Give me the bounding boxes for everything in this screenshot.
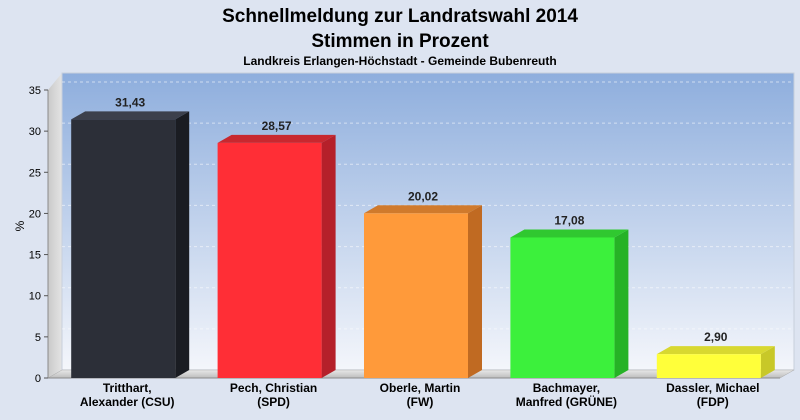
chart-subtitle: Landkreis Erlangen-Höchstadt - Gemeinde …	[243, 54, 556, 68]
bar: 2,90	[656, 330, 775, 378]
bar-value-label: 17,08	[554, 213, 584, 227]
chart-title: Schnellmeldung zur Landratswahl 2014	[222, 6, 578, 27]
bar-top-face	[71, 111, 190, 120]
bar-value-label: 28,57	[262, 119, 292, 133]
x-tick-label: Bachmayer,	[533, 381, 600, 395]
x-tick-label: Alexander (CSU)	[80, 395, 175, 409]
y-tick-label: 35	[29, 85, 41, 97]
y-tick-label: 10	[29, 291, 41, 303]
y-tick-label: 20	[29, 208, 41, 220]
x-tick-label: (FW)	[407, 395, 434, 409]
y-tick-label: 5	[35, 332, 41, 344]
y-tick-label: 30	[29, 126, 41, 138]
x-tick-label: (SPD)	[257, 395, 290, 409]
x-tick-label: Pech, Christian	[230, 381, 317, 395]
bar-front-face	[71, 119, 176, 378]
bar-front-face	[217, 142, 322, 378]
y-tick-label: 0	[35, 373, 41, 385]
chart-title-line-2: Stimmen in Prozent	[311, 31, 489, 52]
bar-top-face	[217, 134, 336, 143]
y-tick-label: 15	[29, 250, 41, 262]
bar: 28,57	[217, 119, 336, 378]
bar-front-face	[656, 354, 761, 378]
y-axis-label: %	[13, 220, 27, 231]
bar-top-face	[510, 229, 629, 238]
bar-top-face	[364, 205, 482, 214]
bar: 31,43	[71, 95, 190, 378]
x-tick-label: Oberle, Martin	[380, 381, 461, 395]
bar-side-face	[175, 111, 190, 378]
plot-side-wall	[48, 73, 62, 378]
bar: 17,08	[510, 213, 629, 378]
bar: 20,02	[364, 189, 482, 378]
x-tick-label: (FDP)	[697, 395, 729, 409]
bar-value-label: 20,02	[408, 189, 438, 203]
bar-side-face	[321, 134, 336, 378]
bar-side-face	[468, 205, 482, 378]
bar-top-face	[656, 346, 775, 355]
bar-front-face	[364, 213, 468, 378]
x-tick-label: Manfred (GRÜNE)	[516, 394, 617, 409]
bar-side-face	[760, 346, 775, 378]
bar-side-face	[614, 229, 629, 378]
y-tick-label: 25	[29, 167, 41, 179]
x-tick-label: Tritthart,	[103, 381, 152, 395]
bar-front-face	[510, 237, 615, 378]
x-tick-label: Dassler, Michael	[666, 381, 759, 395]
bar-value-label: 31,43	[115, 95, 145, 109]
bar-value-label: 2,90	[704, 330, 728, 344]
